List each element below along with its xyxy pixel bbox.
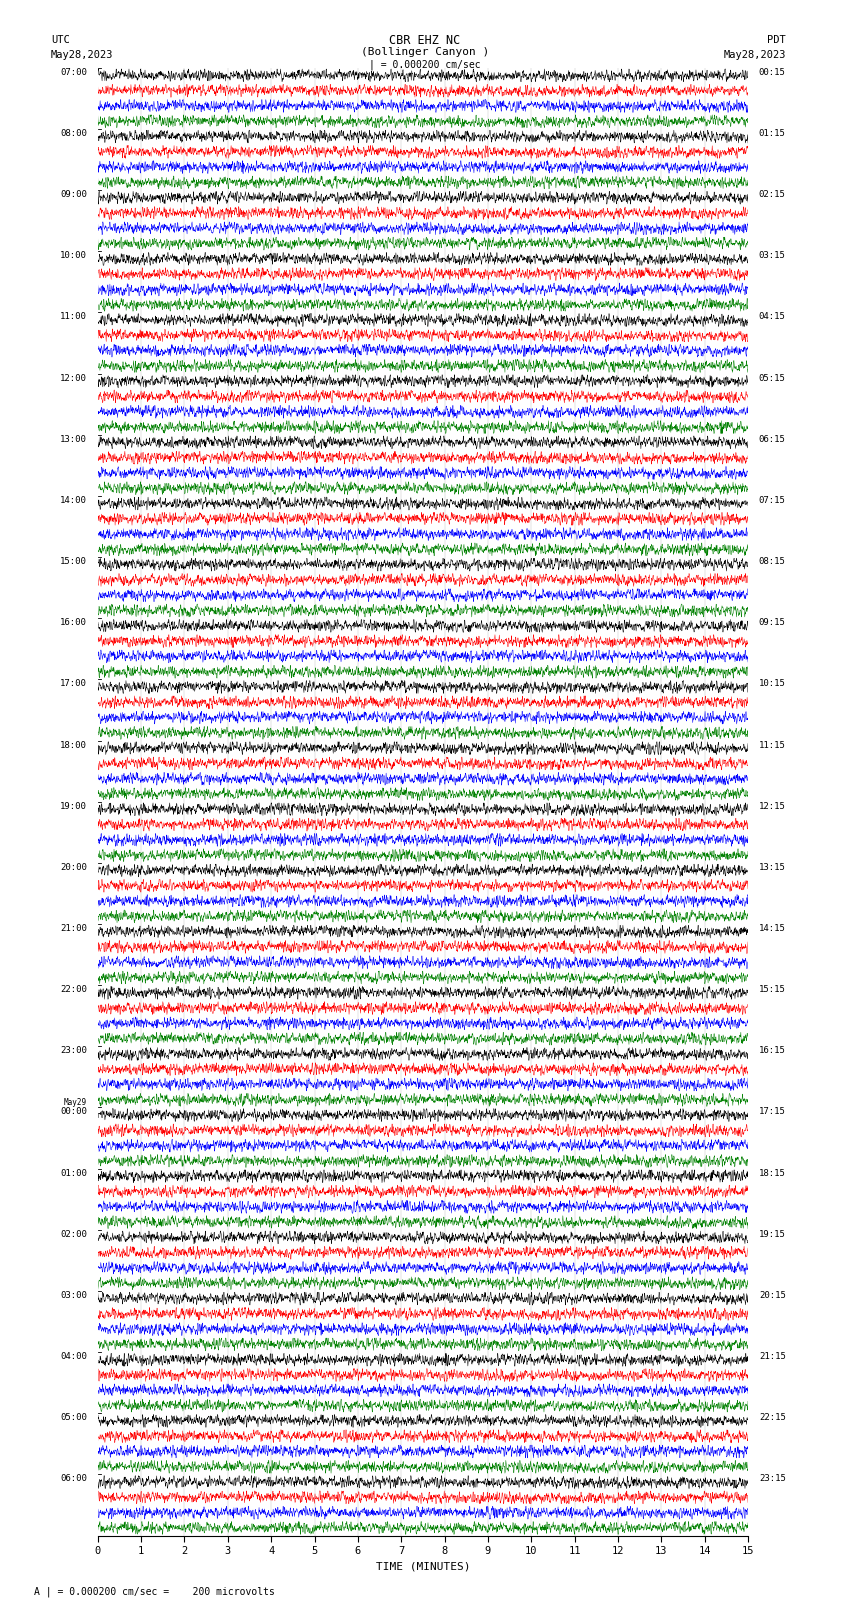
Text: 11:00: 11:00 — [60, 313, 87, 321]
Text: 10:00: 10:00 — [60, 252, 87, 260]
Text: 17:15: 17:15 — [759, 1108, 785, 1116]
Text: 03:15: 03:15 — [759, 252, 785, 260]
Text: 14:15: 14:15 — [759, 924, 785, 932]
Text: 18:15: 18:15 — [759, 1168, 785, 1177]
Text: 22:15: 22:15 — [759, 1413, 785, 1423]
Text: 00:00: 00:00 — [60, 1108, 87, 1116]
Text: 02:00: 02:00 — [60, 1229, 87, 1239]
Text: 05:15: 05:15 — [759, 374, 785, 382]
Text: 00:15: 00:15 — [759, 68, 785, 77]
Text: 22:00: 22:00 — [60, 986, 87, 994]
Text: 14:00: 14:00 — [60, 495, 87, 505]
Text: 07:00: 07:00 — [60, 68, 87, 77]
Text: 16:00: 16:00 — [60, 618, 87, 627]
Text: 13:15: 13:15 — [759, 863, 785, 871]
Text: 09:15: 09:15 — [759, 618, 785, 627]
Text: 03:00: 03:00 — [60, 1290, 87, 1300]
Text: 23:15: 23:15 — [759, 1474, 785, 1484]
Text: 12:00: 12:00 — [60, 374, 87, 382]
Text: 04:00: 04:00 — [60, 1352, 87, 1361]
Text: 05:00: 05:00 — [60, 1413, 87, 1423]
Text: 13:00: 13:00 — [60, 436, 87, 444]
Text: May28,2023: May28,2023 — [51, 50, 114, 60]
Text: 11:15: 11:15 — [759, 740, 785, 750]
Text: CBR EHZ NC: CBR EHZ NC — [389, 34, 461, 47]
Text: 06:15: 06:15 — [759, 436, 785, 444]
Text: PDT: PDT — [768, 35, 786, 45]
Text: 17:00: 17:00 — [60, 679, 87, 689]
Text: 20:15: 20:15 — [759, 1290, 785, 1300]
Text: 23:00: 23:00 — [60, 1047, 87, 1055]
Text: 04:15: 04:15 — [759, 313, 785, 321]
Text: (Bollinger Canyon ): (Bollinger Canyon ) — [361, 47, 489, 56]
Text: A | = 0.000200 cm/sec =    200 microvolts: A | = 0.000200 cm/sec = 200 microvolts — [34, 1586, 275, 1597]
Text: UTC: UTC — [51, 35, 70, 45]
Text: 01:15: 01:15 — [759, 129, 785, 137]
Text: 15:00: 15:00 — [60, 556, 87, 566]
Text: 01:00: 01:00 — [60, 1168, 87, 1177]
Text: 07:15: 07:15 — [759, 495, 785, 505]
Text: 16:15: 16:15 — [759, 1047, 785, 1055]
Text: 10:15: 10:15 — [759, 679, 785, 689]
Text: 08:15: 08:15 — [759, 556, 785, 566]
Text: May29: May29 — [64, 1098, 87, 1107]
Text: 12:15: 12:15 — [759, 802, 785, 811]
Text: 09:00: 09:00 — [60, 190, 87, 198]
Text: 02:15: 02:15 — [759, 190, 785, 198]
Text: | = 0.000200 cm/sec: | = 0.000200 cm/sec — [369, 60, 481, 71]
Text: 19:15: 19:15 — [759, 1229, 785, 1239]
Text: 15:15: 15:15 — [759, 986, 785, 994]
Text: May28,2023: May28,2023 — [723, 50, 786, 60]
Text: 06:00: 06:00 — [60, 1474, 87, 1484]
Text: 21:15: 21:15 — [759, 1352, 785, 1361]
X-axis label: TIME (MINUTES): TIME (MINUTES) — [376, 1561, 470, 1571]
Text: 21:00: 21:00 — [60, 924, 87, 932]
Text: 18:00: 18:00 — [60, 740, 87, 750]
Text: 19:00: 19:00 — [60, 802, 87, 811]
Text: 20:00: 20:00 — [60, 863, 87, 871]
Text: 08:00: 08:00 — [60, 129, 87, 137]
